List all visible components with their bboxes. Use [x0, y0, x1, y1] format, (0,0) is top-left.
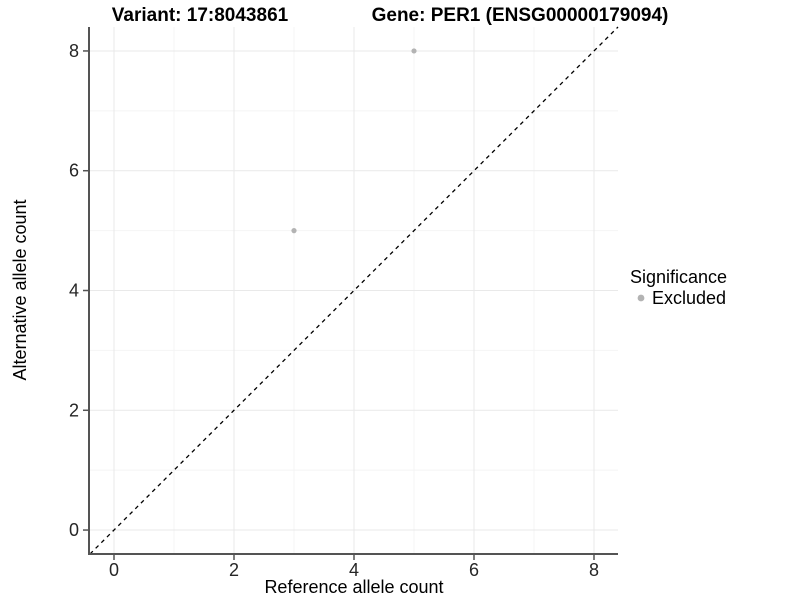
y-tick-label: 2 — [69, 400, 79, 420]
data-point-excluded — [291, 228, 297, 234]
y-tick-label: 8 — [69, 41, 79, 61]
axis-tick-labels: 0 2 4 6 8 0 2 4 6 8 — [69, 41, 599, 580]
x-tick-label: 6 — [469, 560, 479, 580]
y-tick-label: 6 — [69, 161, 79, 181]
x-tick-label: 0 — [109, 560, 119, 580]
data-points — [291, 48, 417, 234]
x-tick-label: 2 — [229, 560, 239, 580]
y-tick-label: 0 — [69, 520, 79, 540]
plot-title-variant: Variant: 17:8043861 — [112, 5, 289, 26]
axis-ticks — [83, 50, 595, 560]
y-tick-label: 4 — [69, 281, 79, 301]
legend-key-excluded-dot-icon — [637, 294, 645, 302]
major-gridlines — [90, 27, 618, 554]
plot-title-gene: Gene: PER1 (ENSG00000179094) — [372, 5, 669, 26]
x-tick-label: 8 — [589, 560, 599, 580]
legend: Significance Excluded — [630, 267, 727, 308]
x-axis-title: Reference allele count — [264, 577, 443, 597]
axis-lines — [88, 27, 618, 555]
x-tick-label: 4 — [349, 560, 359, 580]
legend-title: Significance — [630, 267, 727, 287]
y-axis-title: Alternative allele count — [10, 199, 30, 380]
legend-label-excluded: Excluded — [652, 288, 726, 308]
data-point-excluded — [411, 48, 417, 54]
